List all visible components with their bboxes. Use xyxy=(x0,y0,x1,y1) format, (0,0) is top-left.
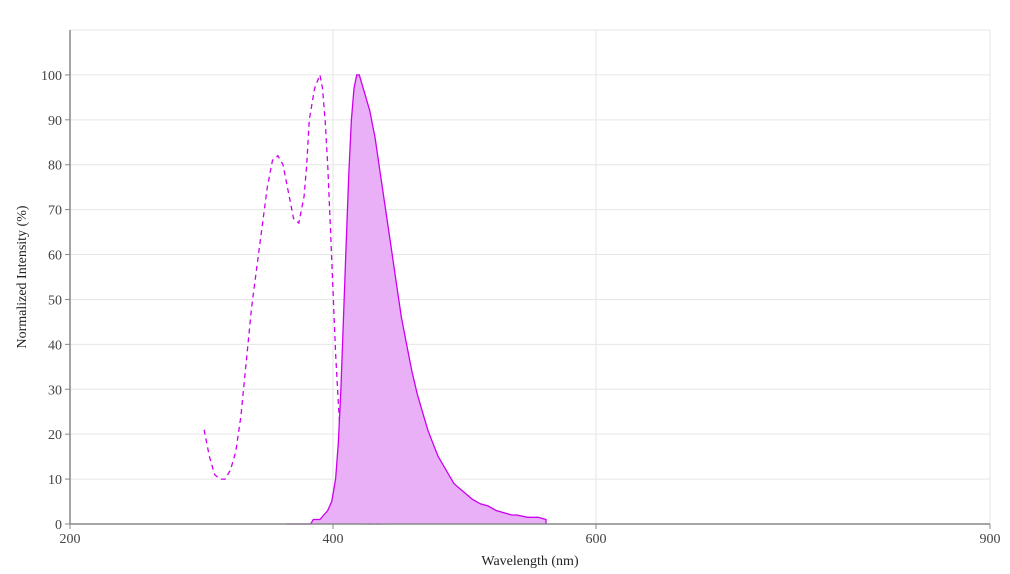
y-tick-label: 100 xyxy=(41,69,62,84)
excitation-line xyxy=(203,72,386,525)
x-tick-label: 600 xyxy=(586,532,607,547)
axes: 0 10 20 30 40 50 60 70 80 90 100 200 400 600 900 xyxy=(41,30,1001,547)
y-tick-label: 80 xyxy=(48,159,62,174)
x-tick-label: 200 xyxy=(60,532,81,547)
emission-area xyxy=(287,74,546,525)
y-tick-label: 70 xyxy=(48,204,62,219)
y-tick-label: 40 xyxy=(48,338,62,353)
y-tick-label: 30 xyxy=(48,383,62,398)
y-tick-label: 20 xyxy=(48,428,62,443)
y-axis-title: Normalized Intensity (%) xyxy=(15,205,30,348)
x-tick-label: 900 xyxy=(980,532,1001,547)
emission-line xyxy=(287,74,547,525)
x-axis-title: Wavelength (nm) xyxy=(481,554,579,569)
y-tick-label: 90 xyxy=(48,114,62,129)
y-tick-label: 10 xyxy=(48,473,62,488)
y-tick-label: 60 xyxy=(48,249,62,264)
series-layer xyxy=(203,72,547,525)
y-tick-label: 0 xyxy=(55,518,62,533)
y-tick-label: 50 xyxy=(48,293,62,308)
x-tick-label: 400 xyxy=(323,532,344,547)
